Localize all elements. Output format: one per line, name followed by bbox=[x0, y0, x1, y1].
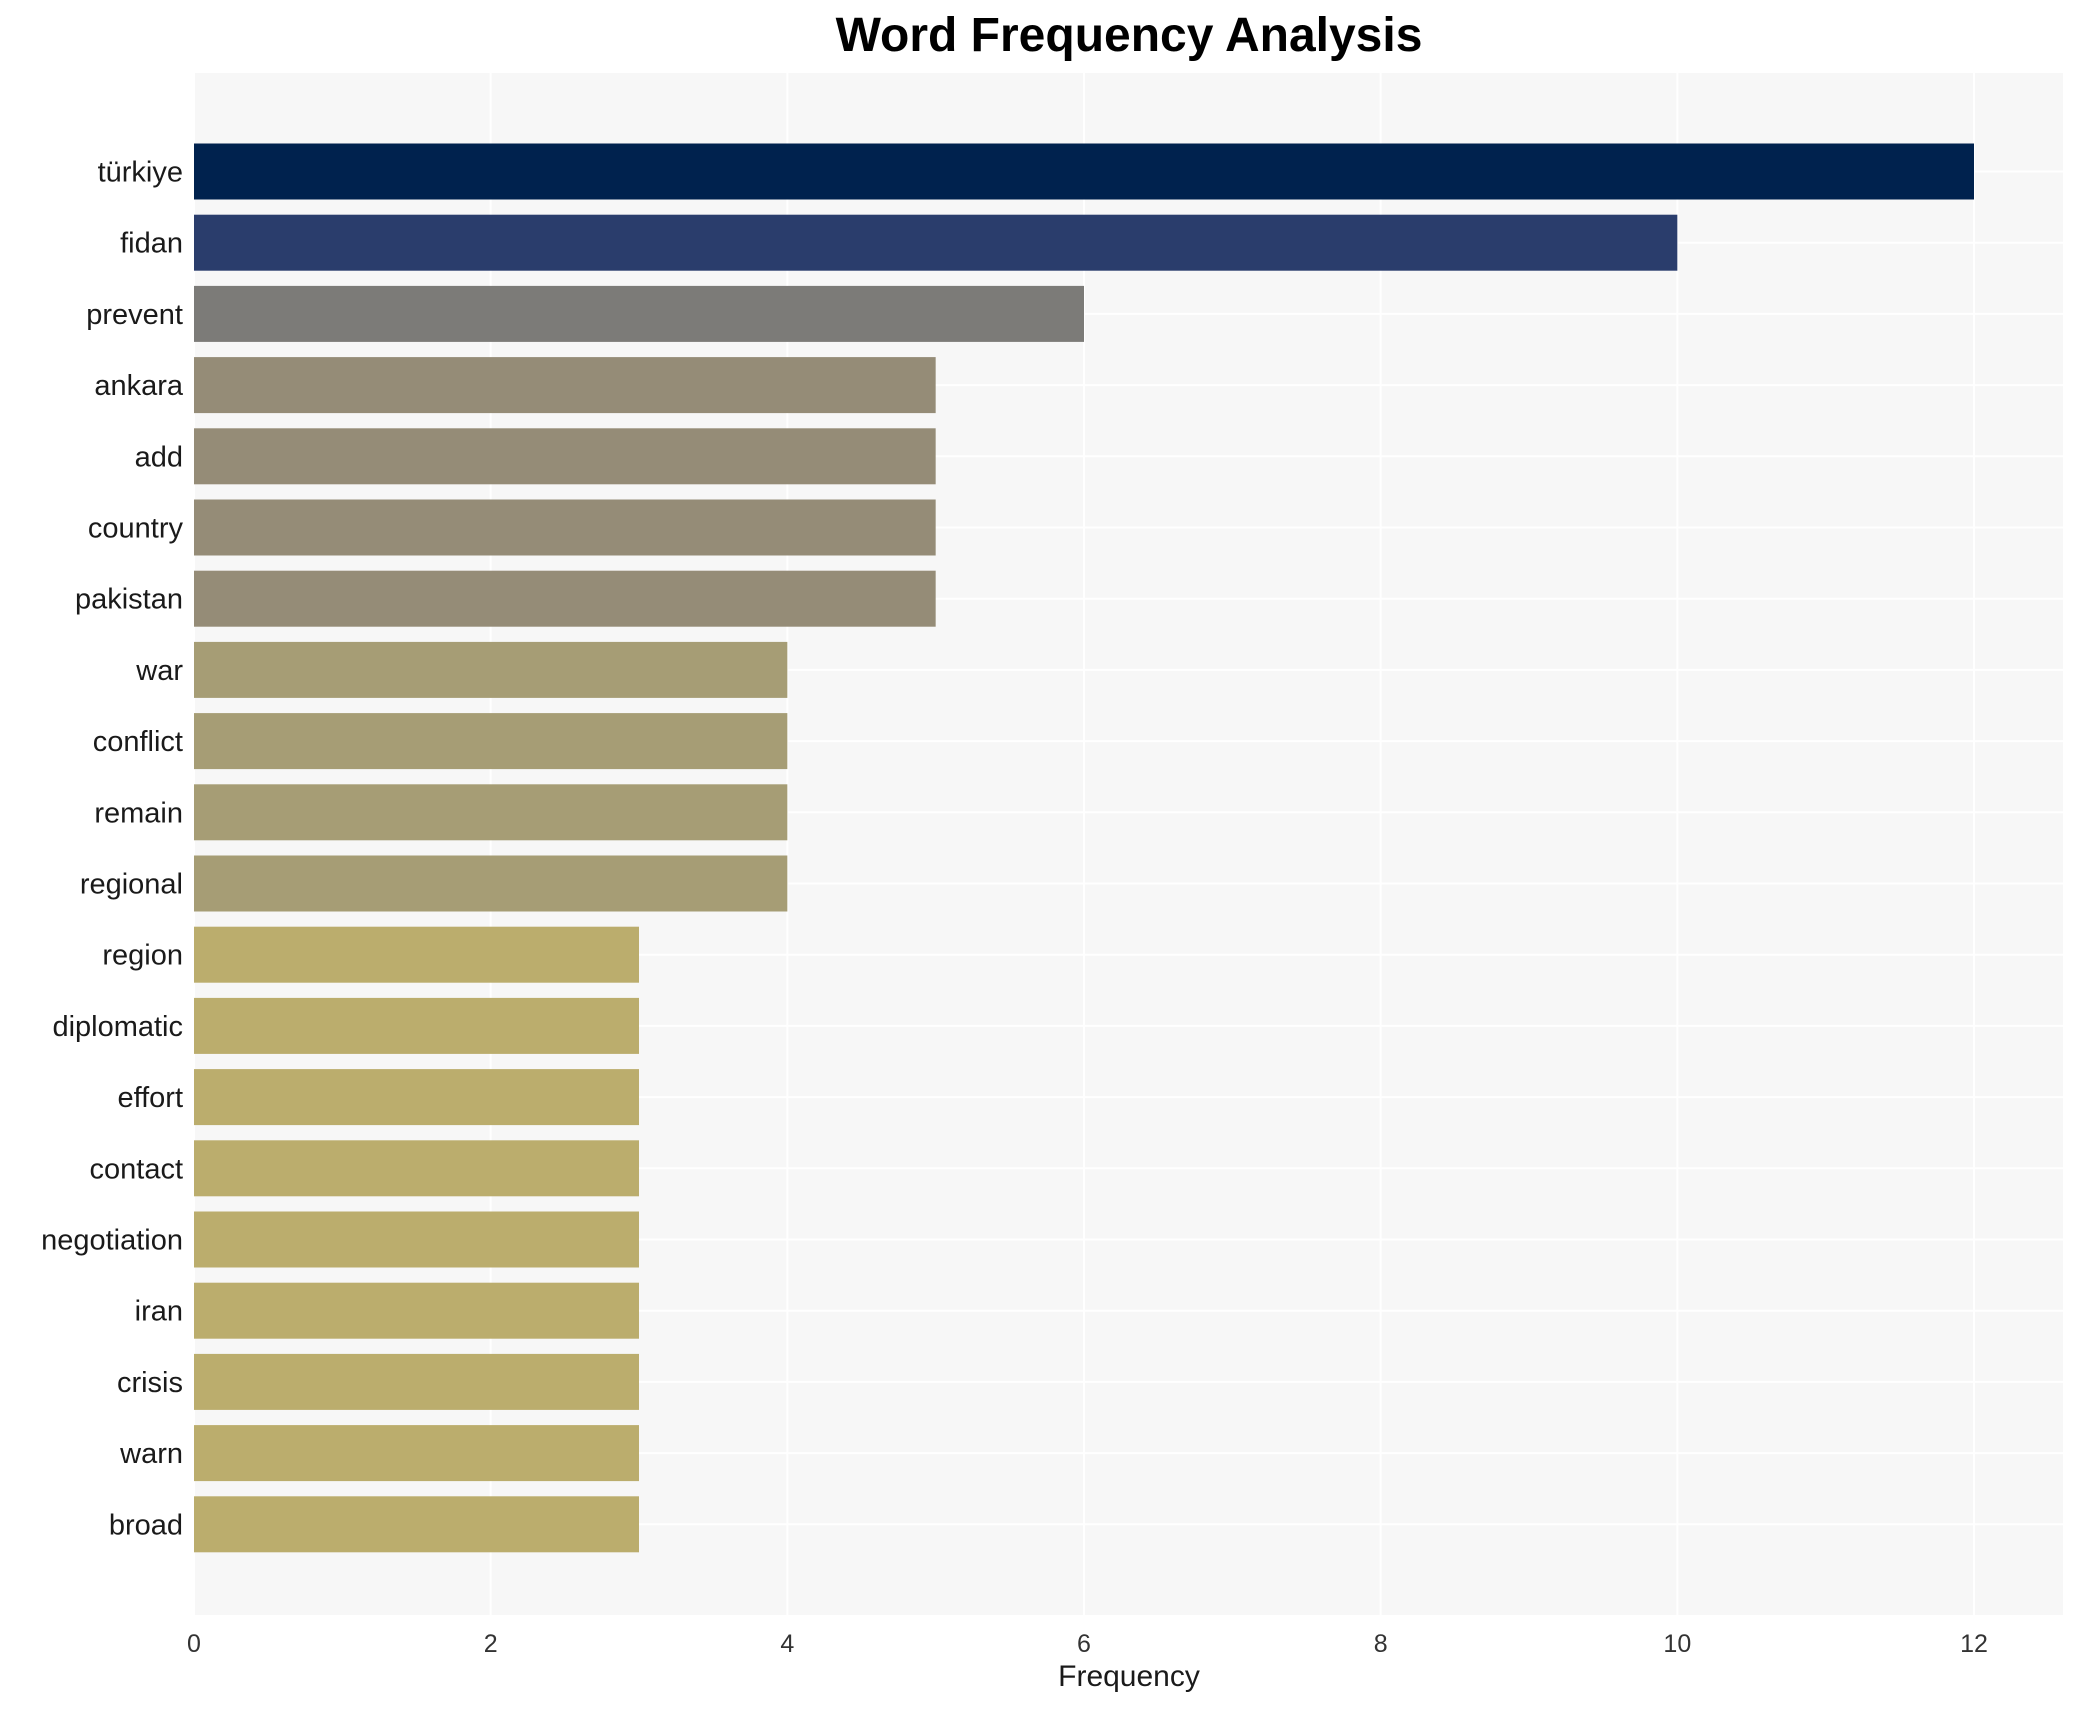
bar-contact bbox=[194, 1140, 639, 1197]
bar-diplomatic bbox=[194, 997, 639, 1054]
y-tick-label: iran bbox=[135, 1296, 183, 1328]
y-tick-label: diplomatic bbox=[52, 1011, 183, 1043]
y-tick-label: ankara bbox=[94, 370, 184, 402]
bar-ankara bbox=[194, 357, 936, 414]
y-tick-label: negotiation bbox=[41, 1225, 183, 1257]
x-tick-label: 4 bbox=[780, 1630, 794, 1658]
x-tick-label: 8 bbox=[1374, 1630, 1388, 1658]
x-tick-label: 6 bbox=[1077, 1630, 1091, 1658]
bar-warn bbox=[194, 1425, 639, 1482]
y-tick-label: country bbox=[88, 513, 184, 545]
bar-prevent bbox=[194, 285, 1084, 342]
x-tick-label: 10 bbox=[1663, 1630, 1691, 1658]
y-tick-label: regional bbox=[80, 869, 183, 901]
y-tick-label: prevent bbox=[86, 299, 183, 331]
y-tick-label: crisis bbox=[117, 1367, 183, 1399]
bar-negotiation bbox=[194, 1211, 639, 1268]
x-tick-label: 2 bbox=[484, 1630, 498, 1658]
y-tick-label: war bbox=[135, 655, 183, 687]
y-tick-label: fidan bbox=[120, 228, 183, 260]
bar-türkiye bbox=[194, 143, 1974, 200]
y-tick-label: warn bbox=[119, 1438, 183, 1470]
y-tick-label: contact bbox=[90, 1153, 184, 1185]
bar-iran bbox=[194, 1282, 639, 1339]
x-tick-label: 0 bbox=[187, 1630, 201, 1658]
y-tick-label: add bbox=[135, 441, 183, 473]
bar-effort bbox=[194, 1069, 639, 1126]
chart-title: Word Frequency Analysis bbox=[835, 9, 1423, 62]
bar-region bbox=[194, 926, 639, 983]
x-axis-label: Frequency bbox=[1058, 1660, 1200, 1693]
bar-war bbox=[194, 641, 788, 698]
y-tick-label: conflict bbox=[93, 726, 183, 758]
bar-add bbox=[194, 428, 936, 485]
y-tick-label: remain bbox=[94, 797, 183, 829]
bar-conflict bbox=[194, 713, 788, 770]
bar-fidan bbox=[194, 214, 1678, 271]
bar-crisis bbox=[194, 1353, 639, 1410]
bar-broad bbox=[194, 1496, 639, 1553]
y-tick-label: region bbox=[102, 940, 183, 972]
bar-pakistan bbox=[194, 570, 936, 627]
y-tick-label: effort bbox=[117, 1082, 183, 1114]
x-tick-label: 12 bbox=[1960, 1630, 1988, 1658]
y-tick-label: türkiye bbox=[98, 157, 183, 189]
y-tick-label: pakistan bbox=[75, 584, 183, 616]
bar-regional bbox=[194, 855, 788, 912]
y-tick-label: broad bbox=[109, 1509, 183, 1541]
bar-country bbox=[194, 499, 936, 556]
bar-remain bbox=[194, 784, 788, 841]
